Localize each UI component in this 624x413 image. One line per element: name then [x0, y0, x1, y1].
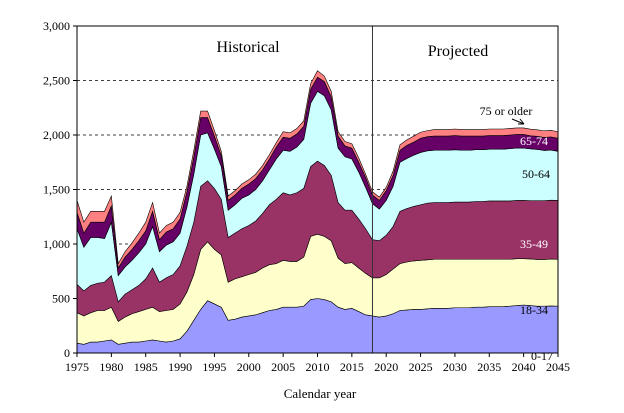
series-label-18-34: 18-34 [520, 303, 548, 317]
x-tick-label: 2025 [409, 360, 433, 374]
series-label-arrow [511, 118, 525, 125]
x-tick-label: 1975 [65, 360, 89, 374]
y-axis-ticks: 0 500 1,000 1,500 2,000 2,500 3,000 [43, 19, 77, 360]
x-axis-label: Calendar year [284, 386, 357, 401]
x-tick-label: 1980 [99, 360, 123, 374]
x-tick-label: 2020 [374, 360, 398, 374]
y-tick-label: 3,000 [43, 19, 70, 33]
y-tick-label: 2,500 [43, 74, 70, 88]
x-tick-label: 1985 [134, 360, 158, 374]
series-label-65-74: 65-74 [520, 134, 548, 148]
x-tick-label: 2015 [340, 360, 364, 374]
x-tick-label: 1995 [202, 360, 226, 374]
x-tick-label: 2030 [443, 360, 467, 374]
historical-annotation: Historical [216, 39, 280, 56]
x-tick-label: 2045 [546, 360, 570, 374]
series-label-35-49: 35-49 [520, 237, 548, 251]
x-tick-label: 1990 [168, 360, 192, 374]
series-label-75-or-older: 75 or older [480, 104, 533, 118]
y-tick-label: 1,500 [43, 183, 70, 197]
x-tick-label: 2040 [512, 360, 536, 374]
y-tick-label: 500 [52, 292, 70, 306]
projected-annotation: Projected [428, 43, 488, 60]
y-tick-label: 1,000 [43, 237, 70, 251]
series-label-0-17: 0-17 [531, 349, 553, 363]
y-tick-label: 0 [64, 346, 70, 360]
area-series-group [76, 70, 559, 354]
series-label-50-64: 50-64 [522, 167, 550, 181]
y-tick-label: 2,000 [43, 128, 70, 142]
x-tick-label: 2035 [477, 360, 501, 374]
x-tick-label: 2000 [237, 360, 261, 374]
x-tick-label: 2010 [306, 360, 330, 374]
x-tick-label: 2005 [271, 360, 295, 374]
x-axis-ticks: 1975 1980 1985 1990 1995 2000 2005 2010 2015 2020… [65, 353, 570, 374]
